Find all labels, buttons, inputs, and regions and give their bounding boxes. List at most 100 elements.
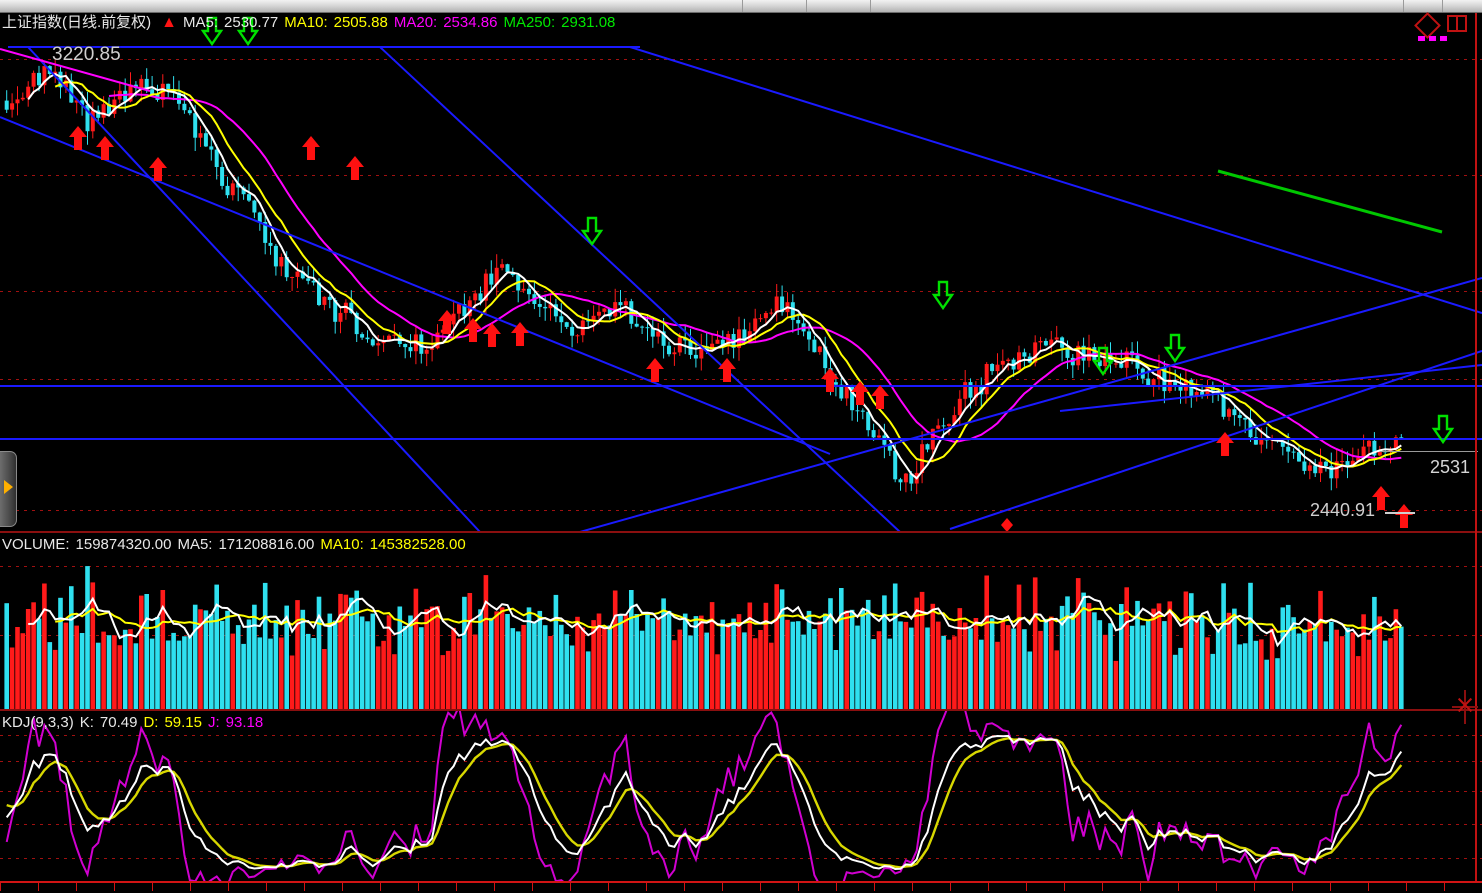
ellipsis-icon[interactable] (1418, 36, 1458, 42)
axis-tick (1064, 883, 1065, 891)
volume-value: 159874320.00 (75, 536, 172, 553)
axis-tick (760, 883, 761, 891)
toolbar-divider (806, 0, 807, 12)
window-icon[interactable] (1447, 15, 1467, 32)
volume-ma10-value: 145382528.00 (369, 536, 466, 553)
buy-signal-arrow (851, 381, 869, 405)
buy-signal-arrow (96, 136, 114, 160)
axis-tick (836, 883, 837, 891)
gridline (0, 761, 1482, 762)
axis-tick (570, 883, 571, 891)
price-chart-canvas (0, 16, 1482, 532)
axis-tick (266, 883, 267, 891)
gridline (0, 735, 1482, 736)
buy-signal-arrow (438, 310, 456, 334)
pivot-marker (1001, 518, 1013, 532)
kdj-j-label: J: (207, 714, 220, 731)
ma5-label: MA5: (183, 14, 219, 31)
axis-tick (798, 883, 799, 891)
buy-signal-arrow (149, 157, 167, 181)
gridline (0, 175, 1482, 176)
low-price-label: 2440.91 (1310, 500, 1376, 520)
buy-signal-arrow (346, 156, 364, 180)
gridline (0, 566, 1482, 567)
axis-tick (494, 883, 495, 891)
sidebar-expand-tab[interactable] (0, 451, 17, 527)
axis-tick (1406, 883, 1407, 891)
axis-tick (646, 883, 647, 891)
axis-tick (0, 883, 1, 891)
volume-ma10-label: MA10: (320, 536, 364, 553)
buy-signal-arrow (511, 322, 529, 346)
right-arrow-icon (4, 480, 13, 494)
kdj-d-value: 59.15 (164, 714, 202, 731)
kdj-j-value: 93.18 (225, 714, 264, 731)
toolbar-divider (1442, 0, 1443, 12)
kdj-chart-panel[interactable] (0, 711, 1482, 881)
kdj-k-value: 70.49 (99, 714, 138, 731)
sell-signal-arrow (1091, 346, 1115, 377)
axis-tick (1330, 883, 1331, 891)
ma10-label: MA10: (284, 14, 328, 31)
buy-signal-arrow (302, 136, 320, 160)
axis-tick (380, 883, 381, 891)
ma20-value: 2534.86 (443, 14, 498, 31)
chart-tool-icons[interactable] (1414, 12, 1478, 46)
volume-panel-header: VOLUME: 159874320.00 MA5: 171208816.00 MA10:… (2, 536, 472, 553)
kdj-d-label: D: (143, 714, 159, 731)
panel-separator (0, 531, 1482, 533)
axis-tick (1026, 883, 1027, 891)
sell-signal-arrow (1163, 333, 1187, 364)
axis-tick (456, 883, 457, 891)
kdj-title: KDJ(9,3,3) (2, 714, 74, 731)
buy-signal-arrow (1216, 432, 1234, 456)
right-axis-rule (1475, 13, 1477, 881)
axis-tick (114, 883, 115, 891)
ma250-label: MA250: (503, 14, 556, 31)
gridline (0, 291, 1482, 292)
axis-tick (190, 883, 191, 891)
kdj-chart-canvas (5, 711, 1403, 881)
last-price-label: 2531 (1430, 457, 1471, 477)
volume-title: VOLUME: (2, 536, 70, 553)
diamond-icon[interactable] (1414, 12, 1441, 39)
top-toolbar[interactable] (0, 0, 1482, 13)
gridline (0, 791, 1482, 792)
volume-chart-canvas (4, 566, 1404, 709)
low-label-leader (1385, 512, 1415, 514)
axis-tick (1254, 883, 1255, 891)
price-panel-header: 上证指数(日线.前复权) ▲ MA5: 2530.77 MA10: 2505.88 MA20… (2, 14, 621, 31)
kdj-k-label: K: (79, 714, 94, 731)
ma10-value: 2505.88 (333, 14, 388, 31)
axis-tick (1140, 883, 1141, 891)
axis-tick (874, 883, 875, 891)
volume-chart-panel[interactable] (0, 533, 1482, 710)
gridline (0, 824, 1482, 825)
gridline (0, 635, 1482, 636)
close-icon[interactable] (1454, 694, 1476, 716)
gridline (0, 379, 1482, 380)
axis-tick (608, 883, 609, 891)
axis-tick (1444, 883, 1445, 891)
volume-ma5-value: 171208816.00 (218, 536, 315, 553)
axis-tick (988, 883, 989, 891)
up-triangle-icon: ▲ (161, 14, 178, 31)
axis-tick (722, 883, 723, 891)
gridline (0, 858, 1482, 859)
axis-tick (1292, 883, 1293, 891)
axis-tick (950, 883, 951, 891)
price-chart-panel[interactable] (0, 13, 1482, 532)
buy-signal-arrow (871, 385, 889, 409)
ma250-value: 2931.08 (561, 14, 616, 31)
toolbar-divider (742, 0, 743, 12)
time-axis[interactable] (0, 881, 1482, 893)
axis-tick (1102, 883, 1103, 891)
buy-signal-arrow (821, 368, 839, 392)
sell-signal-arrow (1431, 414, 1455, 445)
high-price-label: 3220.85 (52, 44, 121, 65)
panel-separator (0, 709, 1482, 711)
toolbar-divider (1403, 0, 1404, 12)
gridline (0, 510, 1482, 511)
axis-tick (684, 883, 685, 891)
